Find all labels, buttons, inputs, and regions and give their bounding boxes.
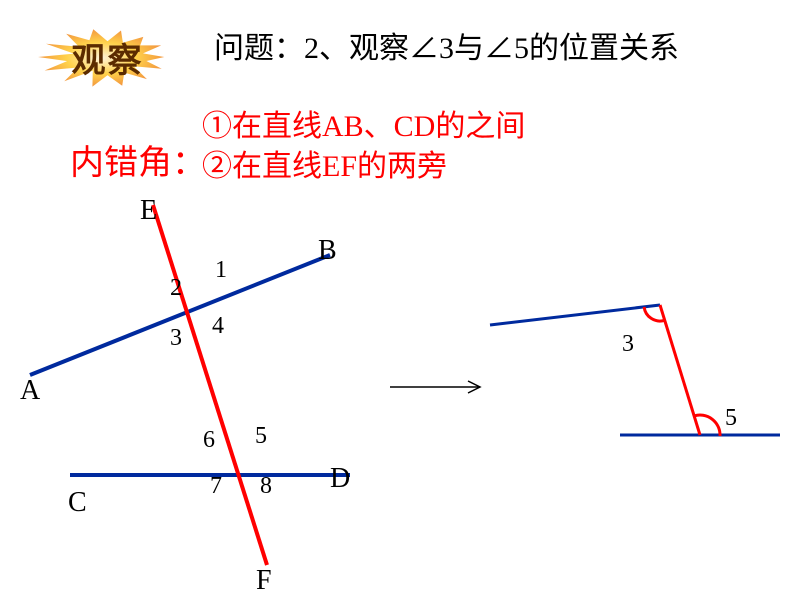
angle-7: 7 <box>210 473 222 500</box>
line-ab <box>30 255 330 375</box>
right-label-5: 5 <box>725 405 737 432</box>
label-c: C <box>68 487 87 519</box>
arrow <box>390 375 490 405</box>
label-e: E <box>140 195 157 227</box>
angle-2: 2 <box>170 275 182 302</box>
label-a: A <box>20 375 40 407</box>
right-line-top <box>490 305 660 325</box>
question-text: 问题：2、观察∠3与∠5的位置关系 <box>214 23 679 67</box>
badge-text: 观察 <box>30 22 185 92</box>
description: ①在直线AB、CD的之间 ②在直线EF的两旁 <box>202 107 525 187</box>
label-d: D <box>330 463 350 495</box>
right-label-3: 3 <box>622 331 634 358</box>
desc-line1: ①在直线AB、CD的之间 <box>202 107 525 147</box>
line-ef <box>153 205 267 565</box>
angle-3: 3 <box>170 325 182 352</box>
angle-6: 6 <box>203 427 215 454</box>
angle-5: 5 <box>255 423 267 450</box>
right-connector <box>660 305 700 435</box>
term-label: 内错角： <box>70 135 206 184</box>
right-diagram: 3 5 <box>480 295 790 475</box>
observe-badge: 观察 <box>30 22 185 92</box>
angle-4: 4 <box>212 313 224 340</box>
label-b: B <box>318 235 337 267</box>
label-f: F <box>256 565 272 596</box>
angle-8: 8 <box>260 473 272 500</box>
desc-line2: ②在直线EF的两旁 <box>202 147 525 187</box>
angle-1: 1 <box>215 257 227 284</box>
left-diagram: A B C D E F 1 2 3 4 5 6 7 8 <box>10 195 430 595</box>
